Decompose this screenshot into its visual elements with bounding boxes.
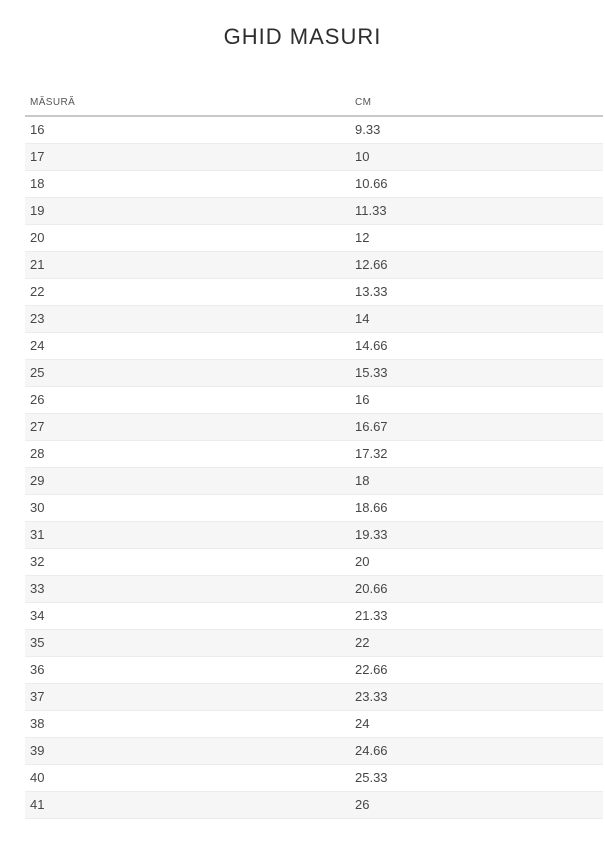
size-cell: 16 [25,116,350,144]
cm-cell: 15.33 [350,359,603,387]
size-cell: 17 [25,143,350,171]
cm-cell: 19.33 [350,521,603,549]
cm-cell: 26 [350,791,603,819]
cm-cell: 20.66 [350,575,603,603]
table-row: 30 18.66 [25,494,603,522]
cm-cell: 12 [350,224,603,252]
table-row: 18 10.66 [25,170,603,198]
size-cell: 34 [25,602,350,630]
size-cell: 27 [25,413,350,441]
size-cell: 32 [25,548,350,576]
cm-cell: 12.66 [350,251,603,279]
size-cell: 21 [25,251,350,279]
size-cell: 37 [25,683,350,711]
table-header-row: MĂSURĂ CM [25,89,603,117]
size-cell: 25 [25,359,350,387]
size-cell: 31 [25,521,350,549]
size-cell: 22 [25,278,350,306]
cm-cell: 22.66 [350,656,603,684]
size-cell: 36 [25,656,350,684]
column-header-cm: CM [350,89,603,117]
size-guide-page: GHID MASURI MĂSURĂ CM 16 9.33 17 10 18 10.66 1… [0,24,605,819]
size-cell: 40 [25,764,350,792]
cm-cell: 13.33 [350,278,603,306]
cm-cell: 10 [350,143,603,171]
table-row: 29 18 [25,467,603,495]
table-row: 27 16.67 [25,413,603,441]
cm-cell: 21.33 [350,602,603,630]
size-cell: 26 [25,386,350,414]
table-row: 37 23.33 [25,683,603,711]
size-cell: 35 [25,629,350,657]
size-cell: 41 [25,791,350,819]
table-row: 34 21.33 [25,602,603,630]
table-row: 39 24.66 [25,737,603,765]
size-cell: 30 [25,494,350,522]
cm-cell: 14.66 [350,332,603,360]
cm-cell: 10.66 [350,170,603,198]
cm-cell: 20 [350,548,603,576]
table-row: 21 12.66 [25,251,603,279]
size-cell: 19 [25,197,350,225]
table-body: 16 9.33 17 10 18 10.66 19 11.33 20 12 21 12.66 22 13.… [25,116,603,819]
cm-cell: 18.66 [350,494,603,522]
table-row: 23 14 [25,305,603,333]
cm-cell: 16.67 [350,413,603,441]
cm-cell: 24 [350,710,603,738]
table-row: 31 19.33 [25,521,603,549]
table-row: 24 14.66 [25,332,603,360]
table-row: 25 15.33 [25,359,603,387]
size-cell: 28 [25,440,350,468]
table-row: 38 24 [25,710,603,738]
table-row: 36 22.66 [25,656,603,684]
size-cell: 38 [25,710,350,738]
size-cell: 20 [25,224,350,252]
table-row: 19 11.33 [25,197,603,225]
size-cell: 33 [25,575,350,603]
table-row: 35 22 [25,629,603,657]
cm-cell: 11.33 [350,197,603,225]
size-cell: 18 [25,170,350,198]
table-row: 40 25.33 [25,764,603,792]
cm-cell: 14 [350,305,603,333]
table-row: 32 20 [25,548,603,576]
table-row: 26 16 [25,386,603,414]
size-cell: 29 [25,467,350,495]
table-row: 22 13.33 [25,278,603,306]
size-cell: 24 [25,332,350,360]
size-cell: 23 [25,305,350,333]
table-row: 16 9.33 [25,116,603,144]
cm-cell: 17.32 [350,440,603,468]
page-title: GHID MASURI [223,24,382,49]
table-row: 41 26 [25,791,603,819]
cm-cell: 23.33 [350,683,603,711]
size-guide-table: MĂSURĂ CM 16 9.33 17 10 18 10.66 19 11.33 20 12 21… [25,89,603,819]
table-row: 33 20.66 [25,575,603,603]
cm-cell: 18 [350,467,603,495]
cm-cell: 16 [350,386,603,414]
table-row: 17 10 [25,143,603,171]
cm-cell: 22 [350,629,603,657]
size-cell: 39 [25,737,350,765]
column-header-masura: MĂSURĂ [25,89,350,117]
cm-cell: 9.33 [350,116,603,144]
cm-cell: 25.33 [350,764,603,792]
table-row: 28 17.32 [25,440,603,468]
cm-cell: 24.66 [350,737,603,765]
table-row: 20 12 [25,224,603,252]
